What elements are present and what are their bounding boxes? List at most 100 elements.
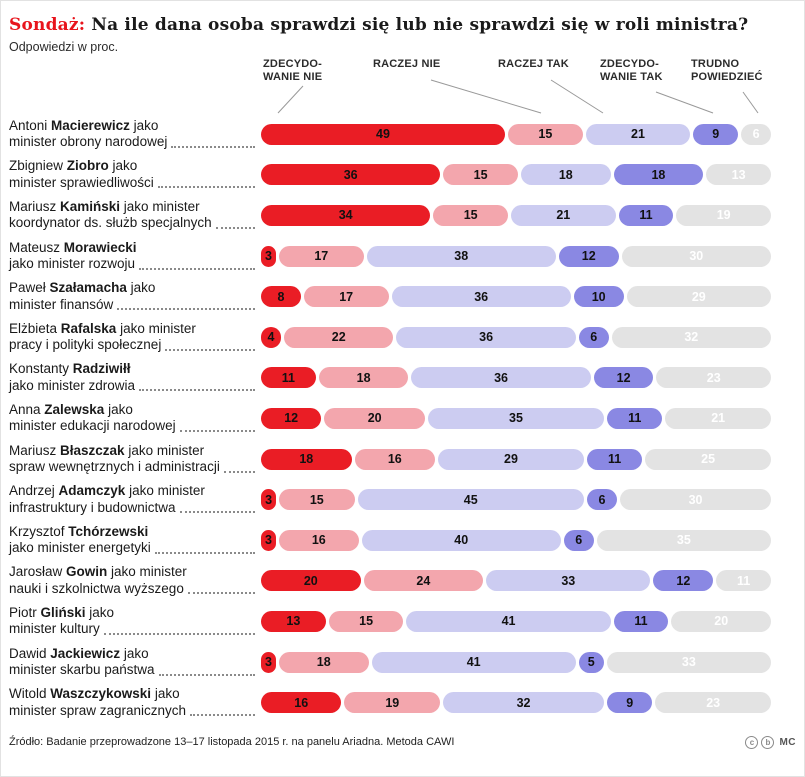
bar-segment: 15 [328, 610, 404, 632]
bar-segment: 11 [586, 448, 643, 470]
bar-segment: 11 [607, 407, 663, 429]
credits: c b MC [745, 735, 796, 749]
dotted-leader [179, 418, 255, 432]
legend-item-raczej-tak: RACZEJ TAK [498, 58, 569, 71]
credit-initials: MC [779, 736, 796, 748]
table-row: Piotr Gliński jako minister kultury 13 15 41… [1, 601, 804, 642]
dotted-leader [154, 540, 255, 554]
stacked-bar: 8 17 36 10 29 [261, 286, 771, 308]
row-label: Mariusz Kamiński jako minister koordynato… [9, 199, 261, 232]
stacked-bar: 4 22 36 6 32 [261, 326, 771, 348]
stacked-bar: 16 19 32 9 23 [261, 692, 771, 714]
stacked-bar: 11 18 36 12 23 [261, 367, 772, 389]
bar-segment: 29 [626, 286, 771, 308]
dotted-leader [171, 134, 255, 148]
row-label: Krzysztof Tchórzewski jako minister energ… [9, 524, 261, 557]
bar-segment: 40 [361, 529, 561, 551]
bar-segment: 11 [618, 204, 674, 226]
bar-segment: 20 [671, 610, 771, 632]
dotted-leader [139, 256, 255, 270]
bar-segment: 11 [613, 610, 669, 632]
bar-segment: 6 [586, 489, 618, 511]
legend-item-trudno-powiedziec: TRUDNO POWIEDZIEĆ [691, 58, 763, 84]
bar-segment: 12 [653, 570, 714, 592]
bar-segment: 21 [665, 407, 771, 429]
bar-segment: 33 [486, 570, 651, 592]
bar-segment: 9 [693, 123, 739, 145]
table-row: Mariusz Kamiński jako minister koordynato… [1, 195, 804, 236]
stacked-bar: 3 17 38 12 30 [261, 245, 771, 267]
bar-segment: 20 [261, 570, 361, 592]
legend-label-line: TRUDNO [691, 58, 740, 70]
bar-segment: 21 [511, 204, 616, 226]
dotted-leader [158, 662, 255, 676]
row-label: Piotr Gliński jako minister kultury [9, 605, 261, 638]
stacked-bar: 12 20 35 11 21 [261, 407, 771, 429]
bar-segment: 30 [621, 245, 771, 267]
legend-label-line: POWIEDZIEĆ [691, 71, 763, 83]
dotted-leader [190, 703, 255, 717]
bar-segment: 41 [406, 610, 611, 632]
row-label: Antoni Macierewicz jako minister obrony n… [9, 118, 261, 151]
bar-segment: 3 [261, 651, 276, 673]
bar-segment: 16 [261, 692, 342, 714]
bar-segment: 20 [324, 407, 425, 429]
row-label: Paweł Szałamacha jako minister finansów [9, 280, 261, 313]
bar-segment: 17 [278, 245, 364, 267]
bar-segment: 22 [283, 326, 394, 348]
dotted-leader [187, 581, 255, 595]
bar-segment: 15 [279, 489, 355, 511]
bar-segment: 36 [261, 164, 441, 186]
bar-segment: 16 [354, 448, 436, 470]
row-label: Mateusz Morawiecki jako minister rozwoju [9, 240, 261, 273]
dotted-leader [223, 459, 255, 473]
stacked-bar: 3 15 45 6 30 [261, 489, 771, 511]
bar-segment: 25 [645, 448, 771, 470]
bar-segment: 23 [655, 692, 771, 714]
page-title: Sondaż: Na ile dana osoba sprawdzi się l… [9, 15, 794, 35]
bar-segment: 3 [261, 489, 277, 511]
bar-segment: 35 [596, 529, 771, 551]
source-note: Źródło: Badanie przeprowadzone 13–17 lis… [9, 736, 455, 749]
table-row: Dawid Jackiewicz jako minister skarbu pań… [1, 642, 804, 683]
table-row: Elżbieta Rafalska jako minister pracy i p… [1, 317, 804, 358]
bar-segment: 21 [585, 123, 691, 145]
stacked-bar: 3 18 41 5 33 [261, 651, 772, 673]
legend-item-zdecydowanie-nie: ZDECYDO- WANIE NIE [263, 58, 322, 84]
bar-segment: 6 [741, 123, 771, 145]
legend-item-zdecydowanie-tak: ZDECYDO- WANIE TAK [600, 58, 663, 84]
bar-segment: 49 [261, 123, 506, 145]
legend-label-line: ZDECYDO- [263, 58, 323, 70]
legend-connector-lines [277, 79, 759, 114]
cc-by-icon: b [761, 735, 775, 749]
table-row: Paweł Szałamacha jako minister finansów 8 1… [1, 276, 804, 317]
table-row: Jarosław Gowin jako minister nauki i szko… [1, 561, 804, 602]
legend-label-line: WANIE TAK [600, 71, 663, 83]
dotted-leader [165, 337, 255, 351]
bar-segment: 30 [620, 489, 771, 511]
bar-segment: 3 [261, 245, 276, 267]
title-highlight: Sondaż: [9, 15, 86, 35]
stacked-bar: 49 15 21 9 6 [261, 123, 771, 145]
bar-segment: 12 [593, 367, 654, 389]
cc-icon: c [745, 735, 759, 749]
bar-segment: 15 [433, 204, 509, 226]
bar-segment: 12 [558, 245, 619, 267]
bar-segment: 9 [607, 692, 653, 714]
dotted-leader [117, 297, 255, 311]
dotted-leader [103, 621, 255, 635]
bar-segment: 19 [676, 204, 771, 226]
row-label: Andrzej Adamczyk jako minister infrastruk… [9, 483, 261, 516]
bar-segment: 6 [563, 529, 594, 551]
bar-segment: 45 [357, 489, 584, 511]
bar-segment: 29 [438, 448, 584, 470]
legend: ZDECYDO- WANIE NIE RACZEJ NIE RACZEJ TAK… [1, 54, 804, 114]
bar-segment: 33 [606, 651, 772, 673]
bar-segment: 13 [706, 164, 771, 186]
bar-segment: 10 [573, 286, 624, 308]
bar-segment: 6 [578, 326, 609, 348]
bar-segment: 36 [396, 326, 576, 348]
rows: Antoni Macierewicz jako minister obrony n… [1, 114, 804, 723]
bar-segment: 32 [611, 326, 771, 348]
dotted-leader [215, 215, 255, 229]
